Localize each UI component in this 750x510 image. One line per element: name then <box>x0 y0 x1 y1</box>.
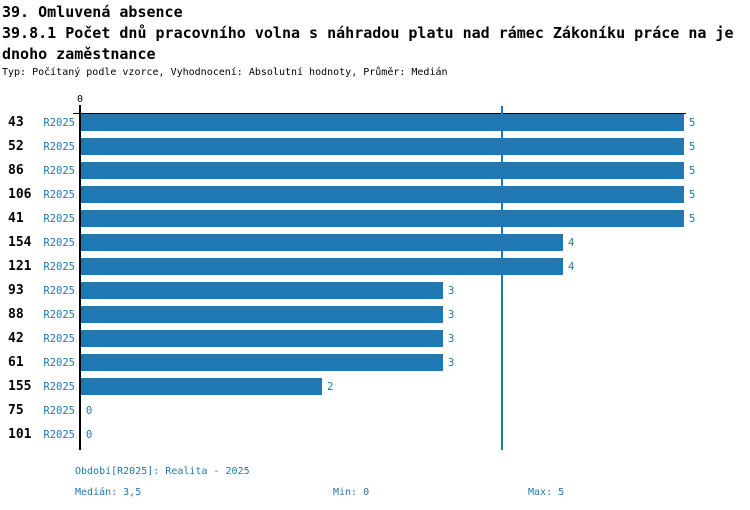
bar-value-label: 3 <box>448 332 455 345</box>
footer-min-label: Min: 0 <box>333 487 370 498</box>
value-bar <box>81 138 684 155</box>
chart-row: 93 R2025 3 <box>0 282 750 299</box>
chart-subtitle-line1: 39.8.1 Počet dnů pracovního volna s náhr… <box>2 24 734 42</box>
value-bar <box>81 186 684 203</box>
row-organization-label: 155 <box>8 379 32 394</box>
row-period-label: R2025 <box>43 404 75 417</box>
footer-median-label: Medián: 3,5 <box>75 487 142 498</box>
chart-row: 88 R2025 3 <box>0 306 750 323</box>
value-bar <box>81 378 322 395</box>
chart-row: 106 R2025 5 <box>0 186 750 203</box>
row-organization-label: 61 <box>8 355 24 370</box>
chart-row: 41 R2025 5 <box>0 210 750 227</box>
row-period-label: R2025 <box>43 236 75 249</box>
bar-value-label: 4 <box>568 236 575 249</box>
bar-value-label: 2 <box>327 380 334 393</box>
row-period-label: R2025 <box>43 188 75 201</box>
chart-row: 75 R2025 0 <box>0 402 750 419</box>
row-organization-label: 41 <box>8 211 24 226</box>
row-organization-label: 88 <box>8 307 24 322</box>
chart-row: 155 R2025 2 <box>0 378 750 395</box>
value-bar <box>81 234 563 251</box>
row-period-label: R2025 <box>43 308 75 321</box>
row-period-label: R2025 <box>43 116 75 129</box>
chart-subtitle-line2: dnoho zaměstnance <box>2 45 156 63</box>
bar-value-label: 5 <box>689 140 696 153</box>
value-bar <box>81 282 443 299</box>
chart-row: 43 R2025 5 <box>0 114 750 131</box>
row-period-label: R2025 <box>43 164 75 177</box>
chart-row: 101 R2025 0 <box>0 426 750 443</box>
bar-value-label: 5 <box>689 188 696 201</box>
bar-value-label: 0 <box>86 404 93 417</box>
x-axis-zero-tick <box>79 105 81 114</box>
bar-value-label: 0 <box>86 428 93 441</box>
bar-value-label: 3 <box>448 356 455 369</box>
value-bar <box>81 306 443 323</box>
bar-value-label: 5 <box>689 116 696 129</box>
row-organization-label: 52 <box>8 139 24 154</box>
value-bar <box>81 258 563 275</box>
row-period-label: R2025 <box>43 356 75 369</box>
value-bar <box>81 354 443 371</box>
row-organization-label: 42 <box>8 331 24 346</box>
row-organization-label: 75 <box>8 403 24 418</box>
chart-row: 61 R2025 3 <box>0 354 750 371</box>
row-period-label: R2025 <box>43 284 75 297</box>
bar-value-label: 4 <box>568 260 575 273</box>
chart-title: 39. Omluvená absence <box>2 3 183 21</box>
x-axis-line <box>73 113 686 114</box>
value-bar <box>81 162 684 179</box>
row-organization-label: 106 <box>8 187 32 202</box>
row-period-label: R2025 <box>43 212 75 225</box>
chart-row: 42 R2025 3 <box>0 330 750 347</box>
x-axis-zero-tick-label: 0 <box>76 94 84 105</box>
row-period-label: R2025 <box>43 332 75 345</box>
footer-max-label: Max: 5 <box>528 487 565 498</box>
row-period-label: R2025 <box>43 140 75 153</box>
chart-meta-info: Typ: Počítaný podle vzorce, Vyhodnocení:… <box>2 67 448 78</box>
row-organization-label: 154 <box>8 235 32 250</box>
y-axis-line <box>79 113 81 450</box>
bar-value-label: 5 <box>689 164 696 177</box>
row-organization-label: 43 <box>8 115 24 130</box>
row-organization-label: 93 <box>8 283 24 298</box>
value-bar <box>81 114 684 131</box>
row-organization-label: 101 <box>8 427 32 442</box>
chart-row: 121 R2025 4 <box>0 258 750 275</box>
value-bar <box>81 330 443 347</box>
bar-value-label: 3 <box>448 308 455 321</box>
bar-value-label: 5 <box>689 212 696 225</box>
row-period-label: R2025 <box>43 428 75 441</box>
median-reference-line <box>501 106 503 450</box>
chart-row: 154 R2025 4 <box>0 234 750 251</box>
row-period-label: R2025 <box>43 380 75 393</box>
footer-period-label: Období[R2025]: Realita - 2025 <box>75 466 250 477</box>
row-organization-label: 86 <box>8 163 24 178</box>
chart-row: 52 R2025 5 <box>0 138 750 155</box>
value-bar <box>81 210 684 227</box>
row-organization-label: 121 <box>8 259 32 274</box>
chart-row: 86 R2025 5 <box>0 162 750 179</box>
bar-value-label: 3 <box>448 284 455 297</box>
row-period-label: R2025 <box>43 260 75 273</box>
